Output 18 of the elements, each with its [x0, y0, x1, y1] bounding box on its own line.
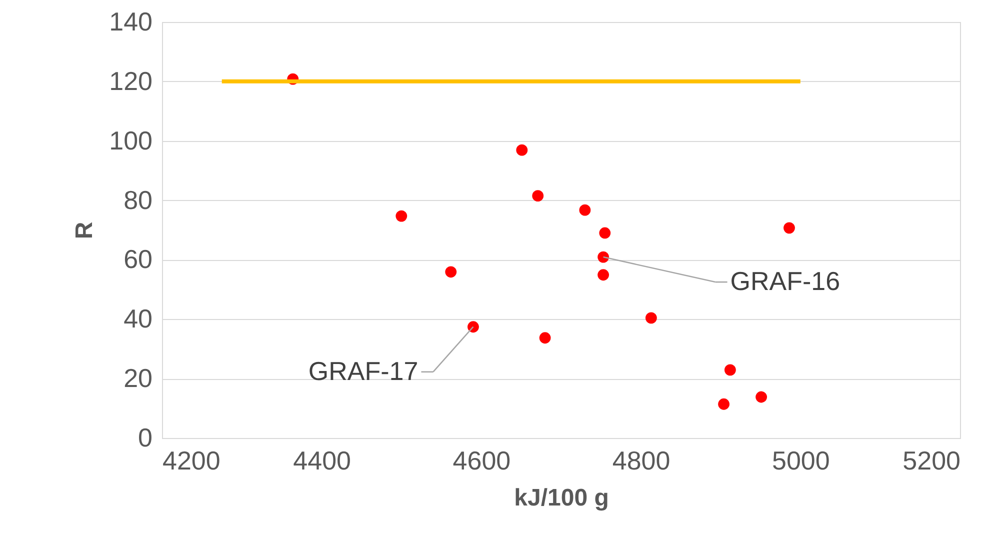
x-tick-label: 4200: [162, 446, 220, 476]
y-tick-label: 140: [109, 6, 152, 36]
y-tick-label: 20: [124, 363, 152, 394]
y-tick-label: 100: [109, 125, 152, 156]
x-tick-label: 4600: [452, 446, 511, 476]
x-axis-title: kJ/100 g: [514, 484, 609, 512]
y-tick-label: 0: [138, 422, 152, 452]
x-tick-label: 4800: [612, 446, 670, 476]
y-tick-label: 40: [124, 304, 152, 334]
x-tick-label: 5000: [772, 446, 830, 476]
y-axis-title: R: [71, 222, 98, 240]
y-tick-label: 120: [109, 66, 152, 96]
x-tick-label: 4400: [293, 446, 352, 476]
annotation: GRAF-17: [308, 356, 418, 386]
x-tick-label: 5200: [902, 446, 960, 476]
annotation: GRAF-16: [730, 266, 840, 296]
y-tick-label: 60: [124, 244, 152, 274]
y-tick-label: 80: [124, 184, 152, 215]
